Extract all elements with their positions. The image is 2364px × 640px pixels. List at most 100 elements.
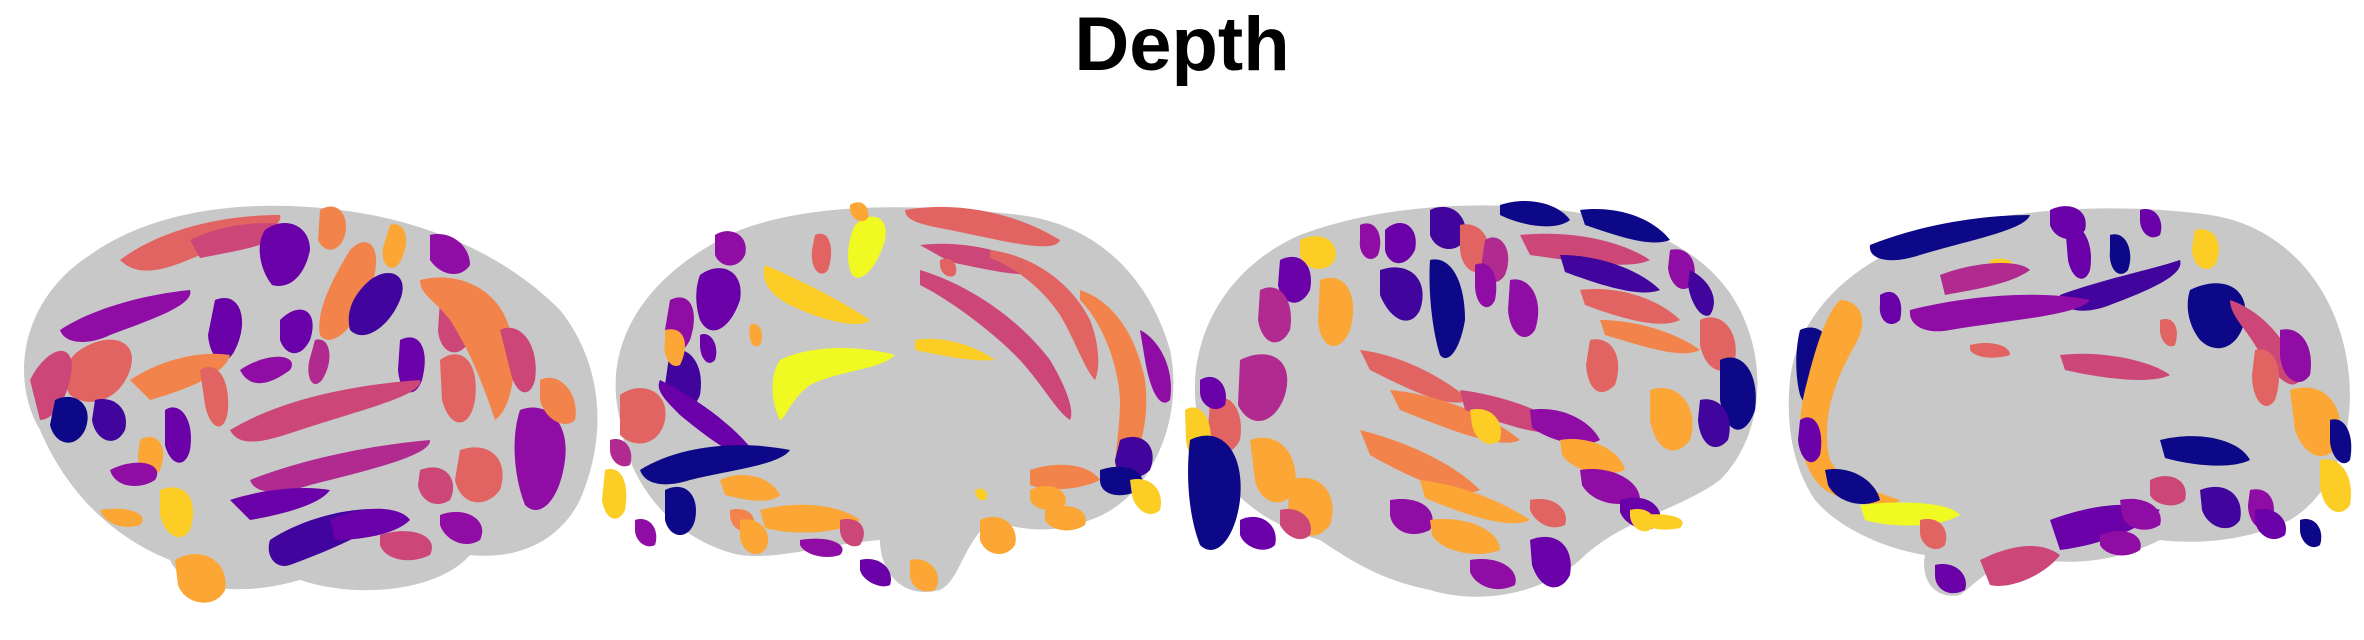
parcel	[1250, 437, 1296, 503]
parcel	[1278, 256, 1311, 303]
parcel	[700, 334, 717, 363]
parcel	[1200, 376, 1226, 410]
parcel	[1429, 259, 1465, 359]
parcel	[2187, 283, 2246, 349]
parcel	[540, 377, 576, 424]
parcel	[1430, 206, 1466, 250]
parcel	[1030, 464, 1100, 490]
parcel	[500, 327, 536, 393]
parcel	[92, 399, 126, 441]
parcel	[1470, 559, 1516, 590]
parcel	[800, 538, 843, 557]
parcel	[760, 504, 860, 533]
parcel	[1600, 320, 1700, 354]
parcel	[980, 516, 1016, 555]
parcel	[740, 519, 769, 555]
parcel	[1800, 300, 1900, 506]
parcel	[811, 233, 832, 274]
parcel	[1560, 439, 1625, 474]
parcel	[440, 354, 476, 423]
parcel	[100, 508, 143, 527]
parcel	[2120, 498, 2161, 530]
parcel	[50, 396, 88, 443]
parcel	[1688, 270, 1714, 316]
parcel	[1240, 516, 1276, 550]
parcel	[1130, 479, 1161, 515]
parcels	[1796, 206, 2352, 594]
parcel	[330, 508, 410, 540]
parcel	[848, 216, 886, 278]
parcel	[905, 206, 1060, 247]
parcel	[2160, 436, 2250, 466]
parcel	[620, 388, 666, 444]
parcel	[635, 519, 657, 547]
parcel	[230, 488, 330, 520]
parcel	[160, 487, 194, 538]
parcel	[1238, 354, 1288, 422]
parcel	[1650, 388, 1693, 451]
parcel	[2160, 319, 2177, 347]
parcel	[665, 486, 696, 535]
parcel	[763, 265, 870, 325]
parcel	[1869, 215, 2030, 261]
parcel	[1520, 233, 1650, 265]
parcel	[1586, 339, 1619, 393]
parcel	[990, 250, 1099, 380]
parcel	[1420, 480, 1530, 524]
parcel	[1470, 409, 1501, 445]
parcel	[175, 554, 226, 603]
parcel	[1080, 290, 1147, 480]
brain-view-right-lateral	[1185, 200, 1758, 597]
parcel	[1580, 289, 1680, 324]
parcel	[1280, 509, 1311, 540]
parcel	[1560, 255, 1660, 293]
parcel	[1300, 236, 1336, 270]
parcel	[850, 202, 869, 222]
parcel	[348, 272, 403, 336]
parcel	[749, 324, 762, 347]
parcel	[1825, 469, 1880, 505]
parcel	[2255, 509, 2286, 540]
parcel	[2320, 459, 2351, 513]
parcel	[1390, 499, 1433, 535]
parcel	[940, 258, 957, 277]
parcel	[2300, 519, 2322, 548]
parcel	[840, 519, 864, 547]
parcel	[664, 329, 685, 366]
parcel	[1935, 564, 1966, 594]
parcel	[30, 350, 72, 420]
parcel	[1258, 287, 1291, 343]
parcel	[1530, 499, 1566, 528]
parcel	[1530, 409, 1600, 445]
parcel	[1500, 200, 1570, 227]
parcel	[1530, 536, 1571, 588]
parcel	[1640, 514, 1683, 530]
parcel	[1700, 317, 1736, 371]
parcel	[514, 407, 566, 510]
parcel	[60, 290, 191, 342]
parcel	[1580, 469, 1640, 505]
parcel	[308, 339, 330, 385]
parcel	[1860, 502, 1960, 526]
parcel	[420, 277, 515, 420]
parcel	[1879, 291, 1902, 325]
parcel	[1580, 209, 1670, 243]
parcel	[2150, 476, 2186, 506]
parcel	[1188, 435, 1241, 550]
parcel	[319, 242, 377, 340]
parcel	[208, 298, 243, 361]
parcel	[440, 511, 483, 545]
parcel	[1980, 545, 2060, 586]
parcel	[1475, 263, 1497, 308]
parcel	[1720, 357, 1756, 430]
parcel	[1798, 417, 1822, 463]
parcel	[1360, 430, 1480, 493]
parcel	[130, 353, 230, 400]
parcel	[860, 559, 891, 587]
parcel	[1380, 267, 1423, 321]
parcel	[230, 380, 421, 442]
parcel	[2192, 229, 2219, 269]
parcel	[696, 268, 741, 331]
brain-view-left-medial	[602, 202, 1174, 592]
parcel	[455, 447, 503, 503]
